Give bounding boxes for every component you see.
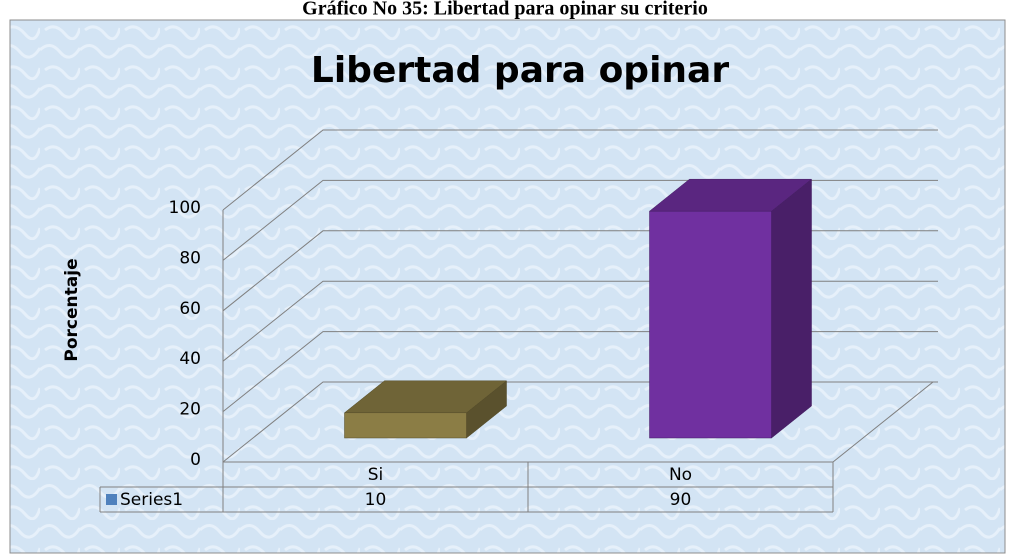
y-tick-label: 20 (179, 400, 201, 420)
caption: Gráfico No 35: Libertad para opinar su c… (302, 0, 708, 20)
table-value: 90 (670, 490, 692, 510)
bar (344, 412, 467, 439)
x-tick-label: Si (368, 465, 384, 485)
legend-label: Series1 (120, 490, 183, 510)
y-tick-label: 60 (179, 299, 201, 319)
x-tick-label: No (669, 465, 692, 485)
legend-swatch (106, 494, 117, 505)
table-value: 10 (365, 490, 387, 510)
bar-side (771, 178, 812, 439)
y-tick-label: 80 (179, 248, 201, 268)
grid-line (222, 129, 938, 211)
y-tick-label: 100 (169, 198, 201, 218)
chart-area (9, 19, 1006, 554)
chart-title: Libertad para opinar (311, 50, 729, 91)
y-axis-label: Porcentaje (62, 258, 82, 361)
bar (649, 210, 772, 439)
y-tick-label: 40 (179, 349, 201, 369)
y-tick-label: 0 (190, 450, 201, 470)
